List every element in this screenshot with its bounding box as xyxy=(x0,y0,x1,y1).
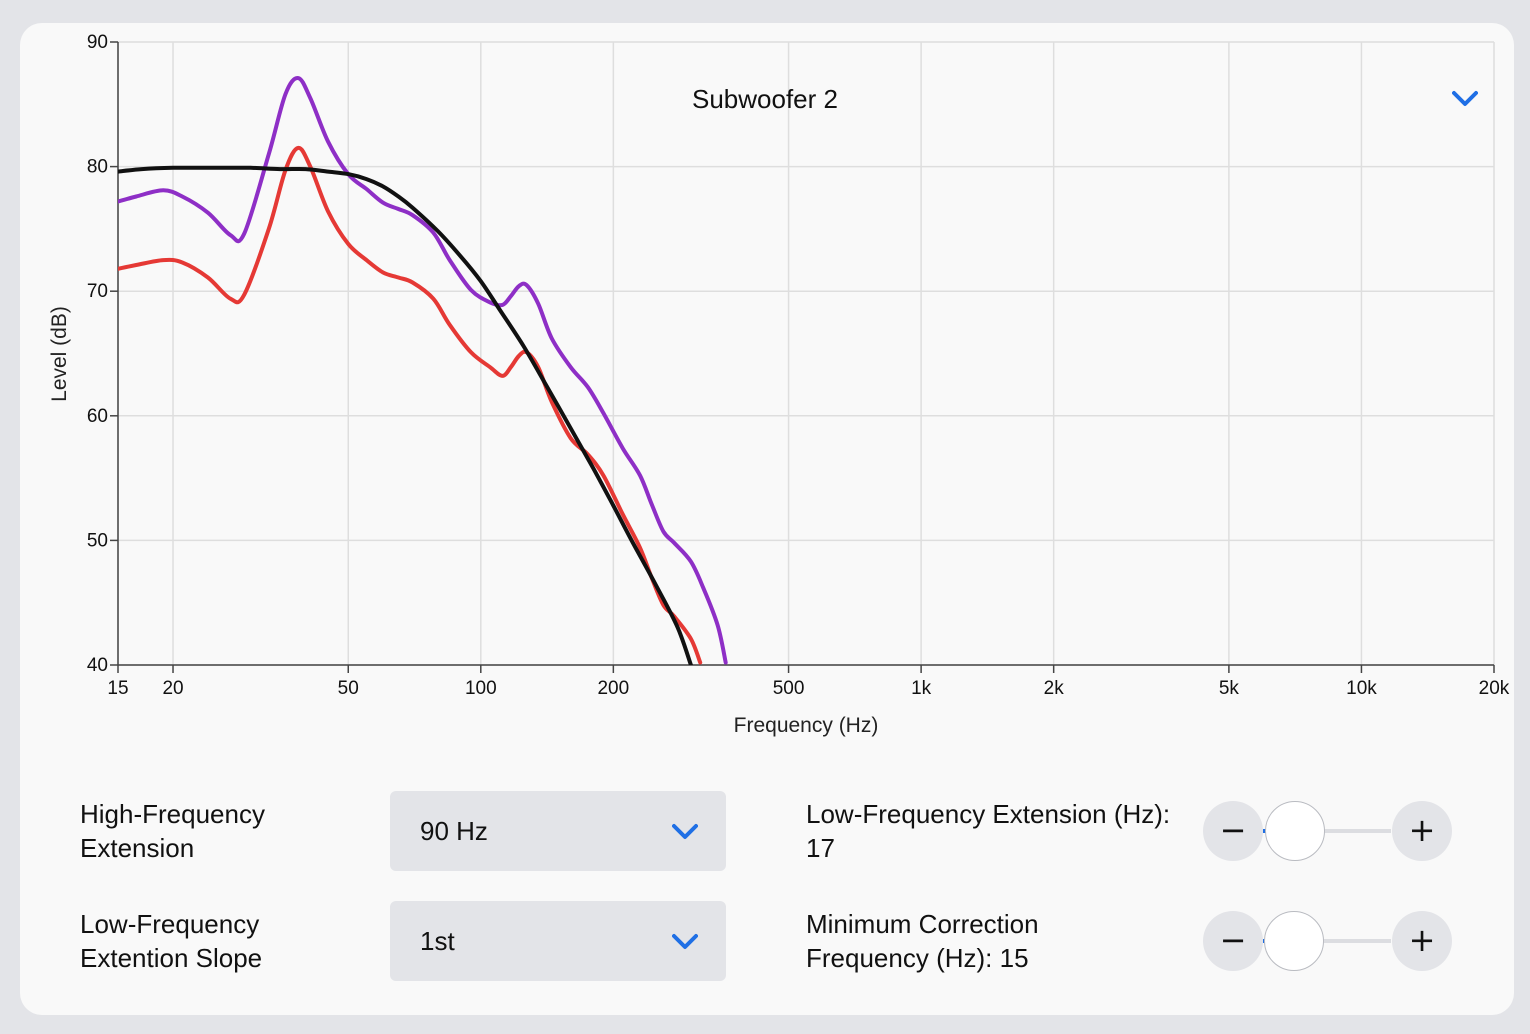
plus-icon: + xyxy=(1408,921,1436,959)
series-line-1 xyxy=(118,76,728,665)
x-tick-label: 20 xyxy=(162,678,183,699)
x-tick-label: 500 xyxy=(773,678,805,699)
x-tick-label: 20k xyxy=(1479,678,1510,699)
panel-title[interactable]: Subwoofer 2 xyxy=(692,84,838,114)
lf-extension-slider[interactable]: − + xyxy=(1203,801,1453,861)
minus-icon: − xyxy=(1219,921,1247,959)
x-tick-label: 200 xyxy=(597,678,629,699)
x-tick-label: 2k xyxy=(1044,678,1065,699)
min-correction-slider[interactable]: − + xyxy=(1203,911,1453,971)
y-tick-label: 70 xyxy=(87,281,108,302)
minus-icon: − xyxy=(1219,811,1247,849)
x-tick-label: 1k xyxy=(911,678,932,699)
y-axis-label: Level (dB) xyxy=(48,306,71,402)
y-tick-label: 60 xyxy=(87,406,108,427)
increase-button[interactable]: + xyxy=(1392,911,1452,971)
y-tick-label: 80 xyxy=(87,157,108,178)
x-axis-label: Frequency (Hz) xyxy=(734,714,879,737)
y-tick-label: 40 xyxy=(87,655,108,676)
hf-extension-value: 90 Hz xyxy=(420,816,488,846)
slider-fill xyxy=(1263,829,1268,833)
lf-extension-label: Low-Frequency Extension (Hz): 17 xyxy=(806,799,1171,863)
min-correction-label: Minimum Correction Frequency (Hz): 15 xyxy=(806,909,1039,973)
x-tick-label: 100 xyxy=(465,678,497,699)
slider-track[interactable] xyxy=(1263,829,1391,833)
frequency-response-chart: 40 50 60 70 80 90 15 20 50 100 200 500 1k 2k 5k 10k 20k F… xyxy=(48,32,1510,737)
slider-thumb[interactable] xyxy=(1264,911,1324,971)
x-tick-label: 50 xyxy=(338,678,359,699)
lf-slope-label: Low-Frequency Extention Slope xyxy=(80,909,263,973)
chevron-down-icon xyxy=(672,933,698,951)
hf-extension-label: High-Frequency Extension xyxy=(80,799,265,863)
lf-slope-value: 1st xyxy=(420,926,455,956)
slider-thumb[interactable] xyxy=(1265,801,1326,861)
plot-area xyxy=(118,42,1494,665)
chevron-down-icon[interactable] xyxy=(1452,90,1478,108)
decrease-button[interactable]: − xyxy=(1203,801,1263,861)
series-line-3 xyxy=(118,165,693,665)
x-tick-label: 5k xyxy=(1219,678,1240,699)
hf-extension-select[interactable]: 90 Hz xyxy=(390,791,726,871)
increase-button[interactable]: + xyxy=(1392,801,1452,861)
x-tick-label: 10k xyxy=(1346,678,1377,699)
decrease-button[interactable]: − xyxy=(1203,911,1263,971)
series-line-2 xyxy=(118,145,703,665)
chevron-down-icon xyxy=(672,823,698,841)
plus-icon: + xyxy=(1408,811,1436,849)
y-tick-label: 50 xyxy=(87,530,108,551)
lf-slope-select[interactable]: 1st xyxy=(390,901,726,981)
y-tick-label: 90 xyxy=(87,32,108,53)
x-tick-label: 15 xyxy=(107,678,128,699)
